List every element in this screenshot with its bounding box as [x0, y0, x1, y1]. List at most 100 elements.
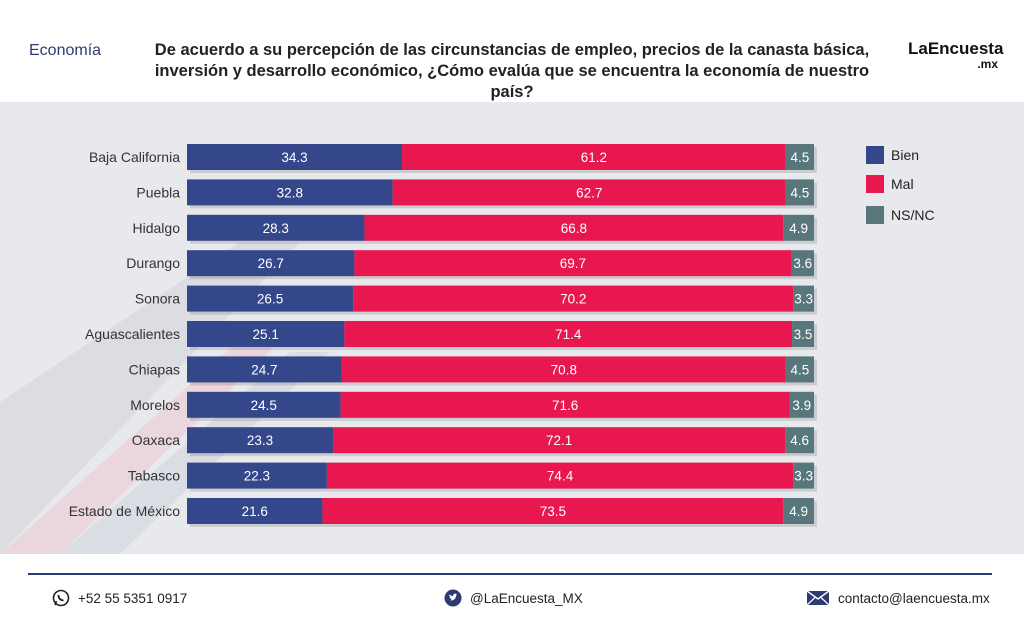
- bar-group-7: Morelos 24.5 71.6 3.9: [130, 391, 817, 421]
- header: Economía De acuerdo a su percepción de l…: [0, 0, 1024, 102]
- footer: +52 55 5351 0917 @LaEncuesta_MX contacto…: [0, 554, 1024, 640]
- email-icon: [806, 590, 830, 606]
- bar-segment-bien: [187, 214, 365, 241]
- bar-chart: Baja California 34.3 61.2 4.5 Puebla 32.8 62.7…: [69, 144, 817, 527]
- brand-main: LaEncuesta: [908, 39, 1004, 58]
- bar-segment-nsnc: [791, 250, 814, 277]
- category-label: Hidalgo: [133, 220, 181, 236]
- value-label-mal: 66.8: [561, 221, 587, 236]
- value-label-mal: 70.2: [560, 292, 586, 307]
- bar-segment-bien: [187, 321, 345, 347]
- value-label-nsnc: 4.5: [791, 185, 810, 200]
- category-label: Sonora: [135, 291, 180, 307]
- value-label-bien: 22.3: [244, 469, 270, 484]
- category-label: Estado de México: [69, 503, 180, 519]
- value-label-nsnc: 4.9: [789, 221, 808, 236]
- question-line-1: De acuerdo a su percepción de las circun…: [154, 41, 870, 59]
- value-label-nsnc: 4.5: [791, 150, 810, 165]
- bar-segment-bien: [187, 462, 327, 489]
- value-label-nsnc: 3.9: [792, 398, 811, 413]
- value-label-nsnc: 3.6: [793, 256, 812, 271]
- twitter-contact[interactable]: @LaEncuesta_MX: [444, 589, 583, 607]
- bar-segment-mal: [322, 498, 784, 524]
- value-label-mal: 74.4: [547, 469, 574, 484]
- category-label: Puebla: [136, 184, 180, 200]
- value-label-bien: 26.5: [257, 292, 283, 307]
- bar-segment-bien: [187, 498, 323, 524]
- value-label-bien: 21.6: [242, 504, 268, 519]
- bar-segment-nsnc: [783, 498, 814, 524]
- bar-segment-bien: [187, 179, 393, 206]
- value-label-mal: 69.7: [560, 256, 586, 271]
- bar-segment-nsnc: [792, 321, 814, 347]
- value-label-mal: 71.4: [555, 327, 582, 342]
- legend-swatch-mal: [866, 175, 884, 193]
- bar-segment-bien: [187, 285, 354, 312]
- section-label: Economía: [29, 42, 102, 59]
- bar-group-1: Puebla 32.8 62.7 4.5: [136, 179, 817, 209]
- bar-segment-mal: [353, 285, 794, 312]
- value-label-bien: 24.7: [251, 362, 277, 377]
- value-label-bien: 34.3: [281, 150, 307, 165]
- bar-segment-nsnc: [785, 179, 814, 206]
- brand-sub: .mx: [977, 57, 998, 71]
- bar-segment-nsnc: [785, 427, 814, 454]
- legend-label-bien: Bien: [891, 147, 920, 163]
- email-address: contacto@laencuesta.mx: [838, 590, 990, 606]
- value-label-bien: 26.7: [258, 256, 284, 271]
- value-label-mal: 72.1: [546, 433, 572, 448]
- phone-number: +52 55 5351 0917: [78, 590, 188, 606]
- twitter-icon: [444, 589, 462, 607]
- bar-segment-mal: [392, 179, 786, 206]
- legend-item-bien: Bien: [866, 146, 919, 164]
- bar-segment-nsnc: [783, 214, 814, 241]
- category-label: Baja California: [89, 149, 180, 165]
- bar-segment-nsnc: [785, 144, 814, 170]
- legend-swatch-nsnc: [866, 206, 884, 224]
- value-label-mal: 70.8: [551, 362, 577, 377]
- whatsapp-icon: [52, 589, 70, 607]
- bar-segment-mal: [344, 321, 793, 347]
- bar-group-5: Aguascalientes 25.1 71.4 3.5: [85, 321, 817, 350]
- phone-contact[interactable]: +52 55 5351 0917: [52, 589, 187, 607]
- bar-segment-bien: [187, 250, 355, 277]
- footer-divider: [28, 573, 992, 575]
- value-label-nsnc: 4.9: [789, 504, 808, 519]
- category-label: Morelos: [130, 397, 180, 413]
- chart-area: Baja California 34.3 61.2 4.5 Puebla 32.8 62.7…: [0, 102, 1024, 554]
- value-label-mal: 71.6: [552, 398, 578, 413]
- category-label: Chiapas: [129, 361, 180, 377]
- bar-segment-mal: [354, 250, 792, 277]
- legend-label-nsnc: NS/NC: [891, 207, 935, 223]
- bar-segment-nsnc: [789, 391, 814, 418]
- bar-group-0: Baja California 34.3 61.2 4.5: [89, 144, 817, 173]
- email-contact[interactable]: contacto@laencuesta.mx: [806, 589, 990, 607]
- bar-segment-mal: [341, 356, 786, 383]
- category-label: Tabasco: [128, 468, 180, 484]
- chart-question: De acuerdo a su percepción de las circun…: [140, 40, 884, 103]
- value-label-bien: 25.1: [253, 327, 279, 342]
- value-label-bien: 24.5: [251, 398, 277, 413]
- value-label-mal: 73.5: [540, 504, 566, 519]
- legend-item-nsnc: NS/NC: [866, 206, 935, 224]
- legend-item-mal: Mal: [866, 175, 914, 193]
- bar-segment-bien: [187, 144, 403, 170]
- bar-segment-mal: [333, 427, 786, 454]
- value-label-nsnc: 3.3: [794, 469, 813, 484]
- brand-logo: LaEncuesta .mx: [908, 39, 1004, 71]
- bar-segment-bien: [187, 427, 334, 454]
- legend-swatch-bien: [866, 146, 884, 164]
- bar-group-3: Durango 26.7 69.7 3.6: [126, 250, 817, 280]
- question-line-2: inversión y desarrollo económico, ¿Cómo …: [154, 62, 870, 101]
- bar-group-10: Estado de México 21.6 73.5 4.9: [69, 498, 817, 527]
- bar-group-4: Sonora 26.5 70.2 3.3: [135, 285, 817, 315]
- value-label-bien: 23.3: [247, 433, 273, 448]
- value-label-bien: 32.8: [277, 185, 303, 200]
- bar-segment-mal: [364, 214, 784, 241]
- value-label-bien: 28.3: [263, 221, 289, 236]
- bar-group-6: Chiapas 24.7 70.8 4.5: [129, 356, 817, 386]
- bar-group-9: Tabasco 22.3 74.4 3.3: [128, 462, 817, 492]
- bar-segment-nsnc: [785, 356, 814, 383]
- bar-segment-nsnc: [793, 462, 814, 489]
- category-label: Aguascalientes: [85, 326, 180, 342]
